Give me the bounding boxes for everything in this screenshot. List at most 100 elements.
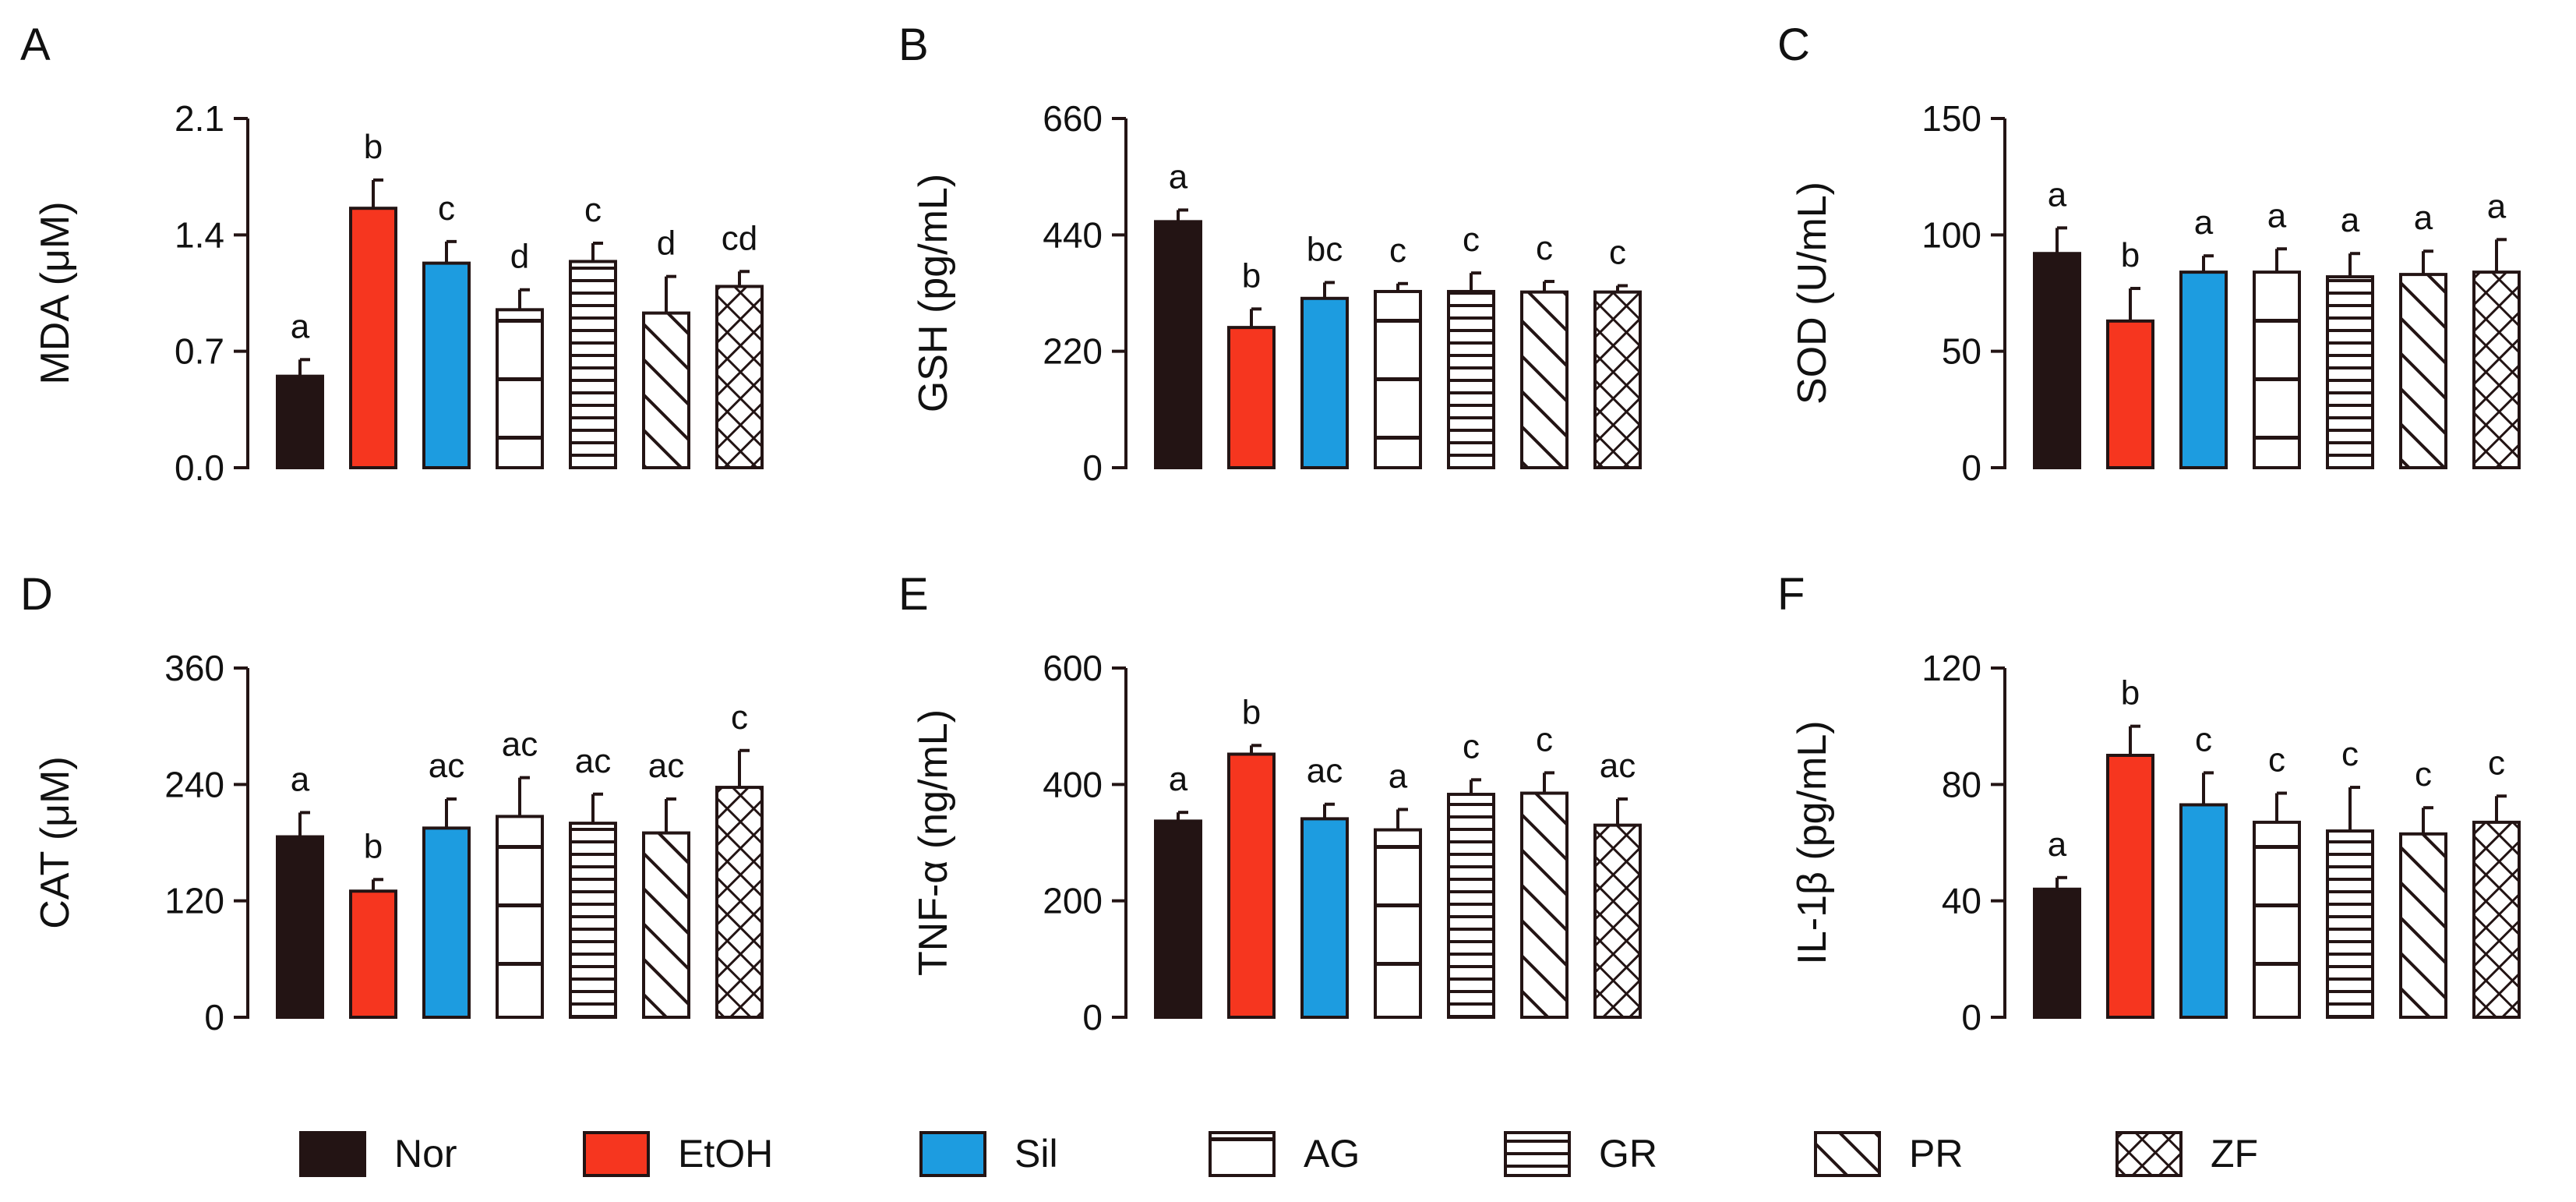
y-tick-label: 40 [1942,881,1981,921]
significance-label: c [1389,232,1406,270]
y-tick-label: 0.7 [175,331,224,372]
y-axis-title: SOD (U/mL) [1790,182,1835,405]
significance-label: c [584,191,602,229]
legend-item-sil: Sil [919,1131,1058,1177]
bar-il1-gr [2326,829,2374,1019]
bar-sod-pr [2399,273,2447,469]
significance-label: c [1536,229,1553,267]
legend-item-nor: Nor [299,1131,457,1177]
bar-cat-nor [276,835,324,1019]
bar-cat-etoh [349,889,397,1019]
legend-label: PR [1909,1132,1963,1175]
significance-label: c [731,698,748,737]
bar-tnf-etoh [1227,752,1276,1019]
significance-label: b [1242,693,1261,731]
bar-sod-ag [2253,270,2301,469]
y-tick-label: 400 [1043,764,1103,804]
legend-label: AG [1304,1132,1360,1175]
y-tick-label: 0 [1082,447,1103,488]
significance-label: a [2487,187,2507,225]
bar-il1-zf [2472,820,2521,1020]
bar-cat-pr [642,831,690,1019]
y-tick-label: 1.4 [175,214,224,255]
y-tick-label: 0 [204,997,224,1038]
bar-tnf-sil [1300,817,1349,1020]
bar-mda-zf [715,285,764,470]
y-tick-label: 240 [164,764,224,804]
significance-label: a [2048,175,2067,214]
legend-item-pr: PR [1814,1131,1963,1177]
y-tick-label: 0 [1961,447,1981,488]
bar-mda-gr [569,260,617,469]
significance-label: c [2195,720,2212,758]
significance-label: ac [648,747,684,785]
significance-label: a [1169,157,1188,196]
y-tick-label: 2.1 [175,98,224,139]
significance-label: b [2121,674,2140,712]
significance-label: ac [575,742,611,780]
y-axis-title: MDA (μM) [33,201,78,384]
bar-cat-zf [715,786,764,1019]
bar-tnf-pr [1520,791,1569,1019]
legend-item-etoh: EtOH [583,1131,773,1177]
bar-tnf-ag [1374,828,1422,1020]
bar-il1-nor [2033,887,2081,1019]
bar-cat-sil [422,826,471,1020]
significance-label: d [657,224,676,263]
bar-sod-sil [2179,270,2228,469]
bar-sod-zf [2472,270,2521,469]
bar-mda-etoh [349,207,397,469]
legend-item-gr: GR [1504,1131,1657,1177]
bar-tnf-zf [1593,823,1642,1019]
y-tick-label: 120 [164,881,224,921]
y-tick-label: 50 [1942,331,1981,372]
panel-letter: A [20,19,51,70]
y-tick-label: 150 [1921,98,1981,139]
y-axis-title: TNF-α (ng/mL) [911,709,956,976]
y-axis-title: GSH (pg/mL) [911,174,956,412]
legend-item-zf: ZF [2115,1131,2258,1177]
bar-gsh-zf [1593,290,1642,469]
significance-label: a [2341,201,2360,239]
y-tick-label: 200 [1043,881,1103,921]
significance-label: c [1463,727,1480,765]
significance-label: ac [429,747,464,785]
y-tick-label: 120 [1921,648,1981,688]
bar-gsh-sil [1300,296,1349,469]
y-tick-label: 220 [1043,331,1103,372]
y-tick-label: 0 [1961,997,1981,1038]
legend-item-ag: AG [1209,1131,1360,1177]
significance-label: a [2267,196,2287,235]
legend-label: GR [1599,1132,1657,1175]
legend-swatch [1814,1131,1881,1177]
bar-tnf-gr [1447,793,1495,1019]
y-tick-label: 660 [1043,98,1103,139]
bar-mda-nor [276,374,324,469]
panel-letter: D [20,569,53,620]
y-tick-label: 600 [1043,648,1103,688]
legend-label: Sil [1015,1132,1058,1175]
y-tick-label: 440 [1043,214,1103,255]
chart-panel-c: C 0 50 100 150 SOD (U/mL) a b a a a a a [1777,19,2521,488]
significance-label: a [2048,825,2067,864]
significance-label: c [2415,755,2432,794]
bar-sod-gr [2326,275,2374,469]
bar-gsh-pr [1520,290,1569,469]
significance-label: a [1169,760,1188,798]
y-tick-label: 80 [1942,764,1981,804]
significance-label: bc [1307,230,1343,268]
legend-label: Nor [394,1132,457,1175]
legend-swatch [1504,1131,1571,1177]
bar-gsh-nor [1154,220,1202,469]
chart-panel-f: F 0 40 80 120 IL-1β (pg/mL) a b c c c c c [1777,569,2521,1038]
legend-swatch [299,1131,366,1177]
significance-label: b [2121,236,2140,274]
significance-label: ac [1307,752,1343,790]
bar-sod-etoh [2106,319,2154,469]
significance-label: ac [1600,747,1636,785]
legend-swatch [2115,1131,2183,1177]
